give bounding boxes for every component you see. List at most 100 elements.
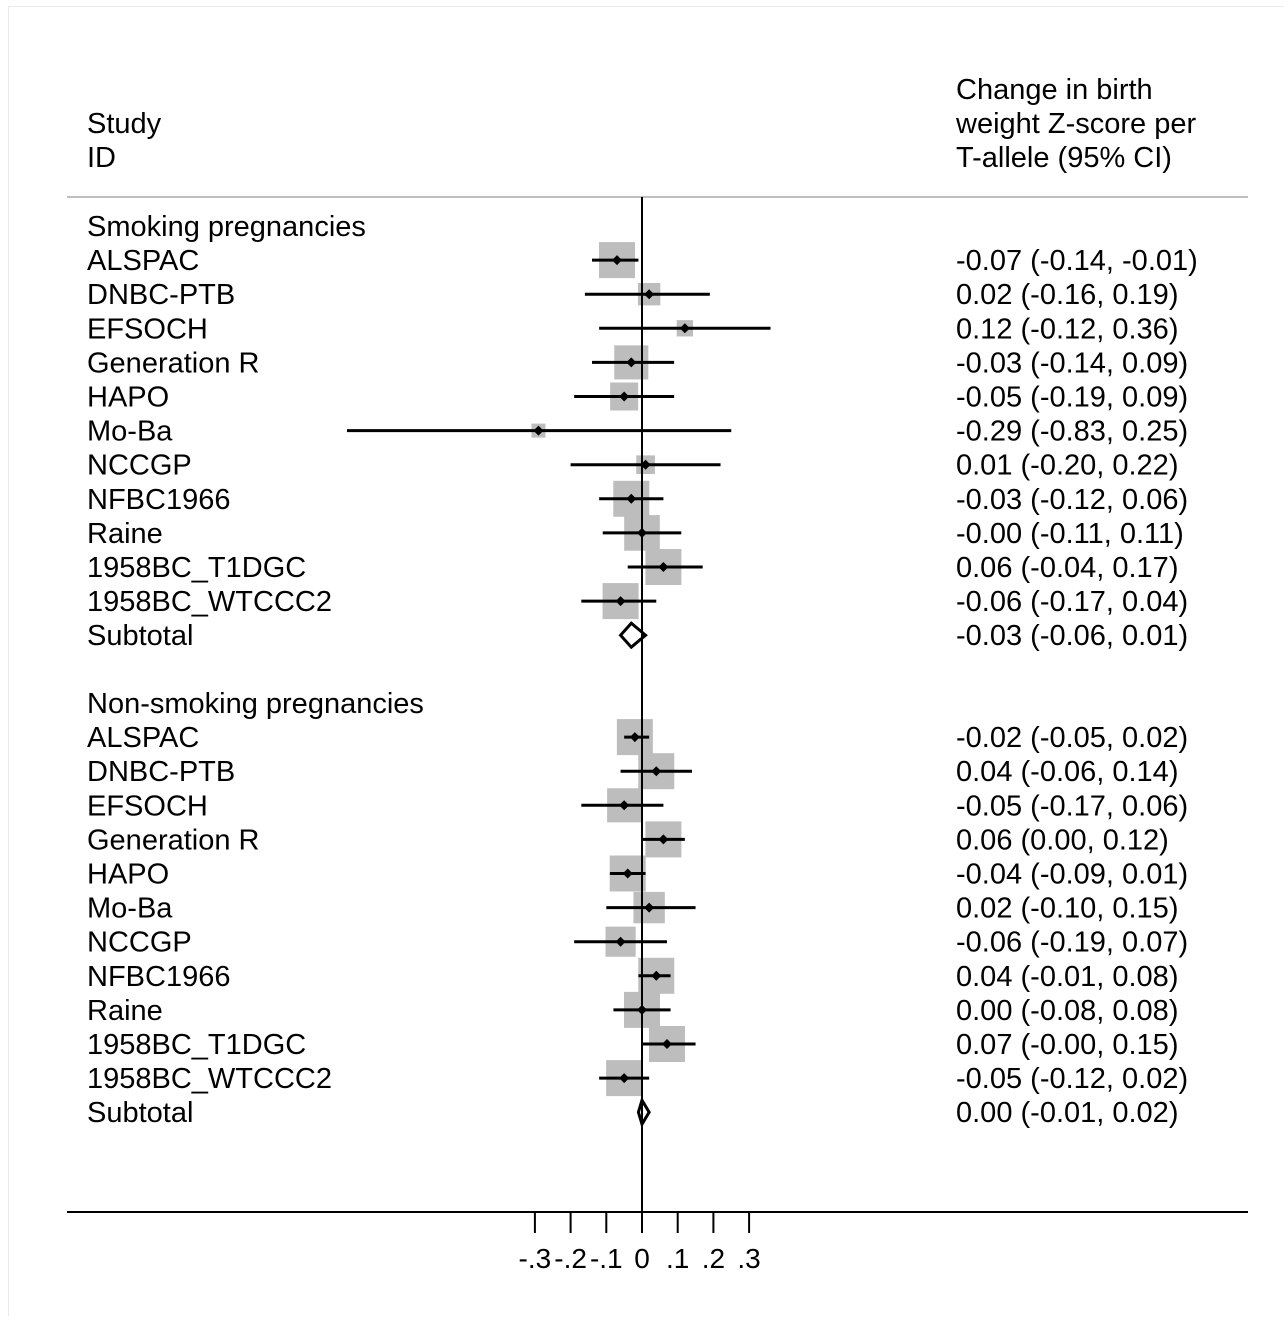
study-name: EFSOCH [87, 790, 208, 822]
ci-text: 0.04 (-0.01, 0.08) [956, 961, 1178, 993]
study-row: NFBC1966 -0.03 (-0.12, 0.06) [87, 480, 1188, 517]
ci-text: -0.05 (-0.17, 0.06) [956, 790, 1188, 822]
point-estimate [644, 902, 655, 913]
point-estimate [615, 596, 626, 607]
effect-header-line2: weight Z-score per [955, 108, 1196, 140]
study-name: NCCGP [87, 450, 192, 482]
x-tick-label: .1 [666, 1243, 689, 1274]
subtotal-ci-text: -0.03 (-0.06, 0.01) [956, 620, 1188, 652]
study-row: Mo-Ba -0.29 (-0.83, 0.25) [87, 416, 1188, 448]
subtotal-label: Subtotal [87, 620, 193, 652]
study-header-line1: Study [87, 108, 162, 140]
point-estimate [622, 868, 633, 879]
point-estimate [629, 732, 640, 743]
ci-text: 0.02 (-0.10, 0.15) [956, 893, 1178, 925]
ci-text: 0.07 (-0.00, 0.15) [956, 1029, 1178, 1061]
study-row: Raine -0.00 (-0.11, 0.11) [87, 515, 1184, 551]
study-name: Generation R [87, 347, 260, 379]
point-estimate [651, 766, 662, 777]
ci-text: -0.05 (-0.12, 0.02) [956, 1063, 1188, 1095]
point-estimate [615, 936, 626, 947]
ci-text: 0.12 (-0.12, 0.36) [956, 313, 1178, 345]
ci-text: -0.07 (-0.14, -0.01) [956, 245, 1198, 277]
study-name: DNBC-PTB [87, 756, 235, 788]
ci-text: 0.06 (0.00, 0.12) [956, 824, 1169, 856]
study-header-line2: ID [87, 142, 116, 174]
group-label: Non-smoking pregnancies [87, 688, 424, 720]
study-row: EFSOCH -0.05 (-0.17, 0.06) [87, 788, 1188, 823]
study-name: Raine [87, 995, 163, 1027]
ci-text: 0.01 (-0.20, 0.22) [956, 450, 1178, 482]
point-estimate [619, 1073, 630, 1084]
x-tick-label: -.1 [590, 1243, 623, 1274]
study-name: HAPO [87, 859, 169, 891]
ci-text: -0.00 (-0.11, 0.11) [956, 518, 1184, 550]
ci-text: -0.04 (-0.09, 0.01) [956, 859, 1188, 891]
plot-frame [8, 6, 1284, 1316]
study-row: HAPO -0.05 (-0.19, 0.09) [87, 382, 1188, 414]
study-name: ALSPAC [87, 245, 199, 277]
ci-text: 0.00 (-0.08, 0.08) [956, 995, 1178, 1027]
group-label: Smoking pregnancies [87, 211, 366, 243]
point-estimate [658, 562, 669, 572]
point-estimate [644, 289, 655, 300]
study-name: NCCGP [87, 927, 192, 959]
study-row: ALSPAC -0.02 (-0.05, 0.02) [87, 719, 1188, 756]
ci-text: -0.29 (-0.83, 0.25) [956, 416, 1188, 448]
point-estimate [533, 425, 544, 436]
ci-text: 0.02 (-0.16, 0.19) [956, 279, 1178, 311]
x-tick-label: .3 [737, 1243, 760, 1274]
point-estimate [626, 493, 637, 504]
study-name: NFBC1966 [87, 484, 230, 516]
study-row: Mo-Ba 0.02 (-0.10, 0.15) [87, 891, 1178, 925]
point-estimate [619, 800, 630, 811]
study-name: NFBC1966 [87, 961, 230, 993]
x-tick-label: .2 [702, 1243, 725, 1274]
study-row: NFBC1966 0.04 (-0.01, 0.08) [87, 957, 1178, 994]
ci-text: -0.03 (-0.12, 0.06) [956, 484, 1188, 516]
study-name: 1958BC_T1DGC [87, 1029, 306, 1061]
point-estimate [626, 357, 637, 368]
study-name: Raine [87, 518, 163, 550]
x-tick-label: -.2 [554, 1243, 587, 1274]
ci-text: -0.06 (-0.19, 0.07) [956, 927, 1188, 959]
study-row: NCCGP -0.06 (-0.19, 0.07) [87, 926, 1188, 959]
ci-text: 0.06 (-0.04, 0.17) [956, 552, 1178, 584]
x-axis: -.3 -.2 -.1 0 .1 .2 .3 [67, 197, 1248, 1274]
subtotal-diamond [618, 621, 648, 650]
ci-text: 0.04 (-0.06, 0.14) [956, 756, 1178, 788]
study-name: Generation R [87, 824, 260, 856]
subtotal-row: Subtotal -0.03 (-0.06, 0.01) [87, 620, 1188, 652]
point-estimate [640, 459, 651, 470]
subtotal-label: Subtotal [87, 1097, 193, 1129]
study-name: ALSPAC [87, 722, 199, 754]
study-row: EFSOCH 0.12 (-0.12, 0.36) [87, 313, 1178, 345]
study-name: 1958BC_WTCCC2 [87, 1063, 332, 1095]
ci-text: -0.05 (-0.19, 0.09) [956, 382, 1188, 414]
study-row: 1958BC_WTCCC2 -0.05 (-0.12, 0.02) [87, 1060, 1188, 1097]
study-row: 1958BC_T1DGC 0.06 (-0.04, 0.17) [87, 549, 1178, 585]
study-row: Generation R 0.06 (0.00, 0.12) [87, 821, 1169, 858]
x-tick-label: -.3 [519, 1243, 552, 1274]
point-estimate [612, 255, 623, 266]
ci-text: -0.03 (-0.14, 0.09) [956, 347, 1188, 379]
study-name: 1958BC_WTCCC2 [87, 586, 332, 618]
study-name: Mo-Ba [87, 416, 173, 448]
point-estimate [661, 1039, 672, 1049]
effect-header-line3: T-allele (95% CI) [956, 142, 1172, 174]
header: Study ID Change in birth weight Z-score … [87, 74, 1196, 174]
study-row: 1958BC_T1DGC 0.07 (-0.00, 0.15) [87, 1026, 1178, 1062]
study-name: EFSOCH [87, 313, 208, 345]
subtotal-row: Subtotal 0.00 (-0.01, 0.02) [87, 1096, 1178, 1129]
ci-text: -0.06 (-0.17, 0.04) [956, 586, 1188, 618]
study-row: Raine 0.00 (-0.08, 0.08) [87, 991, 1178, 1028]
study-row: DNBC-PTB 0.02 (-0.16, 0.19) [87, 279, 1178, 311]
x-tick-label: 0 [634, 1243, 650, 1274]
study-name: Mo-Ba [87, 893, 173, 925]
subtotal-diamond [636, 1096, 651, 1128]
study-row: Generation R -0.03 (-0.14, 0.09) [87, 345, 1188, 380]
point-estimate [619, 391, 630, 402]
